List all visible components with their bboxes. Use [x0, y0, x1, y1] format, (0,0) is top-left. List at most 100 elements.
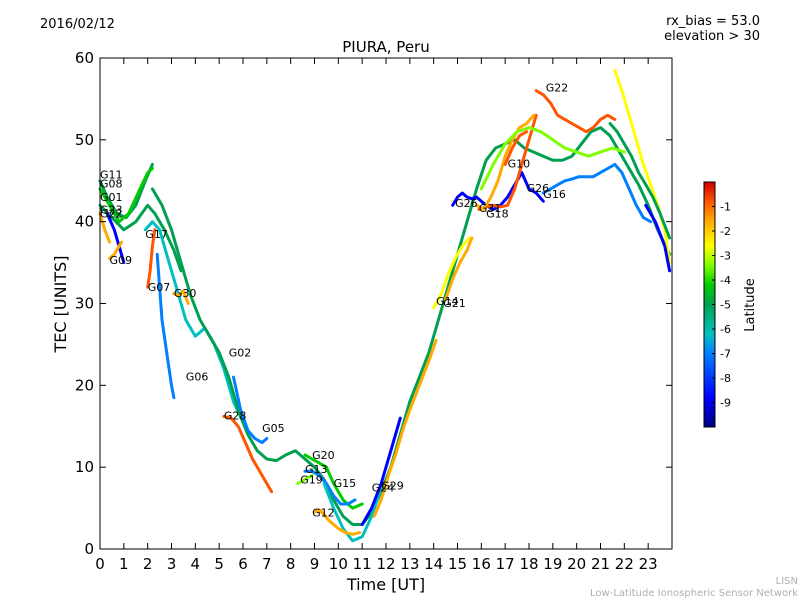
x-tick-label-13: 13: [400, 555, 419, 573]
satellite-label-23: G31: [479, 202, 502, 215]
x-tick-label-23: 23: [639, 555, 658, 573]
x-tick-label-3: 3: [167, 555, 177, 573]
series-line-16: [322, 482, 383, 543]
satellite-label-1: G08: [100, 177, 123, 190]
satellite-label-11: G28: [224, 410, 247, 423]
satellite-label-19: G29: [381, 479, 404, 492]
x-axis: 0 1 2 3 4 5 6 7 8 9 10 11 12 13 14 15 16 17 18 19 20 21 22 23: [95, 58, 658, 573]
footer-network-name: Low-Latitude Ionospheric Sensor Network: [590, 588, 798, 599]
series-line-2: [98, 203, 183, 273]
y-tick-label-3: 30: [75, 295, 94, 313]
series-line-14: [303, 469, 357, 506]
colorbar-tick-label-4: -5: [720, 299, 731, 312]
y-axis: 0 10 20 30 40 50 60: [75, 49, 672, 558]
x-tick-label-2: 2: [143, 555, 153, 573]
series-line-4: [105, 212, 126, 265]
satellite-label-15: G19: [300, 474, 323, 487]
rx-bias-label: rx_bias = 53.0: [666, 14, 760, 29]
colorbar-tick-label-2: -3: [720, 250, 731, 263]
series-line-17: [313, 508, 362, 536]
series-layer: [98, 68, 672, 543]
x-tick-label-6: 6: [238, 555, 248, 573]
satellite-label-9: G06: [186, 370, 209, 383]
satellite-label-28: G22: [546, 82, 569, 95]
colorbar-tick-label-6: -7: [720, 348, 731, 361]
series-line-18: [360, 416, 402, 526]
satellite-label-22: G26: [455, 197, 478, 210]
series-line-5: [108, 240, 123, 260]
footer-lisn: LISN: [775, 576, 798, 587]
y-axis-label: TEC [UNITS]: [51, 256, 70, 354]
colorbar-tick-label-0: -1: [720, 201, 731, 214]
series-line-6: [143, 220, 245, 424]
satellite-label-13: G20: [312, 449, 335, 462]
series-line-13: [303, 453, 364, 510]
satellite-label-21: G21: [443, 297, 466, 310]
series-line-12: [222, 414, 274, 494]
series-line-10: [150, 126, 672, 526]
satellite-label-24: G18: [486, 208, 509, 221]
x-tick-label-20: 20: [567, 555, 586, 573]
colorbar-tick-label-5: -6: [720, 323, 731, 336]
satellite-label-8: G30: [174, 287, 197, 300]
y-tick-label-1: 10: [75, 458, 94, 476]
series-line-31: [479, 126, 626, 191]
satellite-label-17: G12: [312, 506, 335, 519]
chart-title: PIURA, Peru: [342, 38, 429, 56]
satellite-label-16: G15: [334, 477, 357, 490]
colorbar-tick-label-3: -4: [720, 274, 731, 287]
satellite-label-27: G16: [543, 188, 566, 201]
series-line-29: [608, 122, 672, 240]
x-tick-label-16: 16: [472, 555, 491, 573]
satellite-label-7: G07: [148, 281, 171, 294]
satellite-label-0: G11: [100, 168, 123, 181]
satellite-label-25: G10: [508, 158, 531, 171]
x-tick-label-0: 0: [95, 555, 105, 573]
x-tick-label-11: 11: [353, 555, 372, 573]
satellite-label-3: G23: [100, 204, 123, 217]
x-tick-label-21: 21: [591, 555, 610, 573]
series-line-20: [432, 236, 471, 310]
y-tick-label-6: 60: [75, 49, 94, 67]
series-line-7: [146, 228, 157, 289]
x-tick-label-22: 22: [615, 555, 634, 573]
x-tick-label-8: 8: [286, 555, 296, 573]
x-tick-label-15: 15: [448, 555, 467, 573]
x-tick-label-12: 12: [376, 555, 395, 573]
series-line-9: [155, 252, 176, 400]
satellite-label-10: G02: [229, 347, 252, 360]
colorbar-label: Latitude: [743, 278, 758, 332]
series-line-15: [296, 473, 314, 485]
elevation-label: elevation > 30: [664, 29, 760, 44]
date-label: 2016/02/12: [40, 17, 115, 32]
satellite-label-6: G17: [145, 228, 168, 241]
series-line-8: [172, 289, 190, 305]
satellite-label-14: G13: [305, 463, 328, 476]
series-line-21: [444, 236, 474, 301]
series-line-26: [541, 162, 653, 224]
satellite-label-12: G05: [262, 422, 285, 435]
x-axis-label: Time [UT]: [346, 575, 425, 594]
series-line-11: [232, 375, 269, 445]
colorbar-tick-label-1: -2: [720, 225, 731, 238]
x-tick-label-10: 10: [329, 555, 348, 573]
y-tick-label-2: 20: [75, 376, 94, 394]
x-tick-label-7: 7: [262, 555, 272, 573]
colorbar-ticks: -1 -2 -3 -4 -5 -6 -7 -8 -9: [712, 201, 731, 410]
y-tick-label-0: 0: [84, 540, 94, 558]
satellite-label-4: G22: [100, 208, 123, 221]
series-line-3: [98, 212, 111, 244]
satellite-label-26: G26: [527, 182, 550, 195]
series-line-27: [534, 89, 617, 134]
x-tick-label-18: 18: [519, 555, 538, 573]
satellite-label-20: G14: [436, 295, 459, 308]
series-line-24: [475, 113, 536, 211]
y-tick-label-4: 40: [75, 213, 94, 231]
series-line-30: [644, 203, 672, 273]
satellite-label-2: G01: [100, 191, 123, 204]
x-tick-label-17: 17: [496, 555, 515, 573]
colorbar-tick-label-7: -8: [720, 372, 731, 385]
series-line-23: [477, 113, 538, 211]
